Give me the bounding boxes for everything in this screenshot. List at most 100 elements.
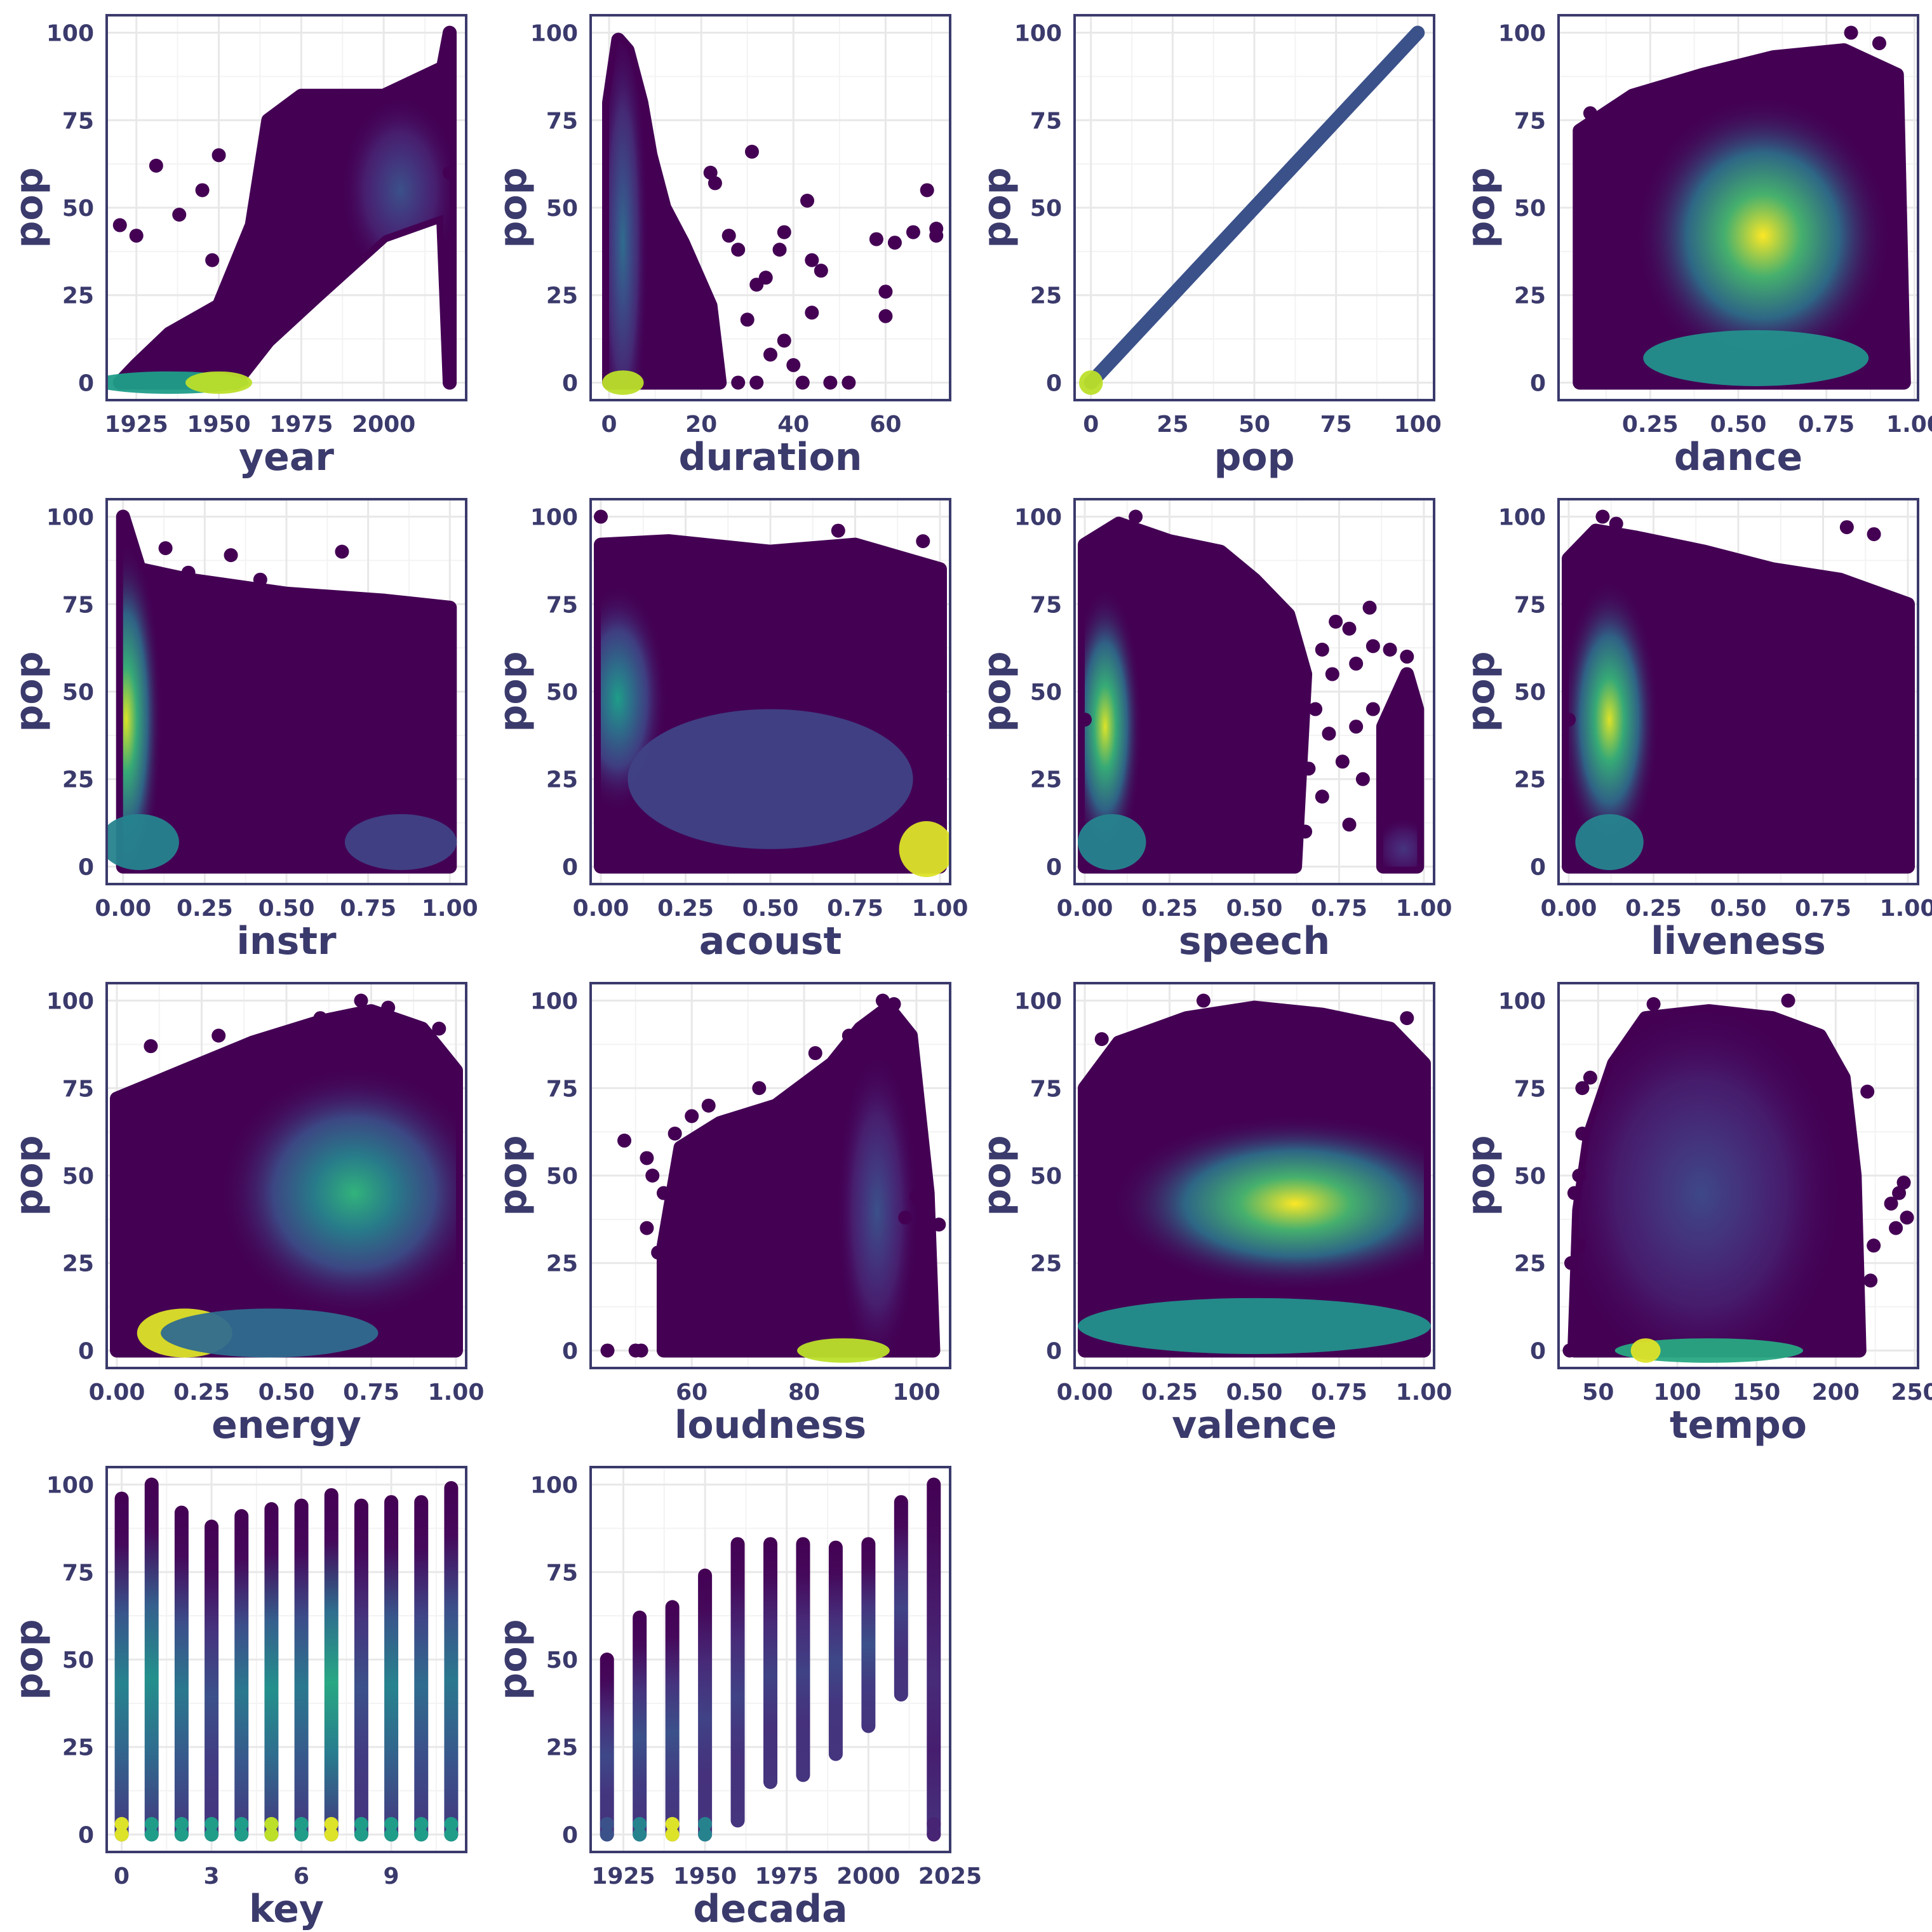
density-core xyxy=(609,39,648,383)
x-axis-title: tempo xyxy=(1670,1403,1807,1447)
x-tick-label: 20 xyxy=(685,412,717,438)
data-point xyxy=(144,1039,158,1054)
y-tick-label: 0 xyxy=(562,370,578,396)
data-point xyxy=(1315,642,1329,657)
y-tick-label: 25 xyxy=(62,283,94,309)
identity-points xyxy=(1083,25,1425,390)
data-point xyxy=(1575,1126,1590,1141)
data-point xyxy=(906,225,920,239)
data-point xyxy=(831,523,845,538)
panel-acoust: 0 25 50 75 100 0.00 0.25 0.50 0.75 1.00 acoust pop xyxy=(491,498,969,963)
category-column xyxy=(414,1495,429,1842)
data-point xyxy=(1383,642,1397,657)
data-point xyxy=(1400,1011,1414,1026)
x-tick-label: 0.50 xyxy=(258,1379,315,1405)
density-hotspot xyxy=(1079,370,1103,395)
data-point xyxy=(1390,755,1404,769)
data-point xyxy=(1583,106,1597,121)
y-tick-label: 75 xyxy=(1030,592,1062,618)
data-point xyxy=(1342,621,1357,636)
density-hotspot xyxy=(1078,1298,1431,1354)
y-tick-label: 25 xyxy=(1514,283,1546,309)
x-tick-label: 0 xyxy=(601,412,617,438)
data-point xyxy=(842,375,856,390)
x-tick-label: 1975 xyxy=(269,412,333,438)
x-tick-label: 0.75 xyxy=(1795,896,1851,922)
x-axis-title: liveness xyxy=(1651,919,1826,963)
data-point xyxy=(1575,1081,1590,1096)
data-point xyxy=(749,375,764,390)
density-hotspot xyxy=(1575,814,1644,870)
data-point xyxy=(1264,649,1278,664)
category-column xyxy=(763,1537,777,1789)
data-point xyxy=(1889,1221,1903,1235)
y-tick-label: 75 xyxy=(62,1076,94,1102)
density-core xyxy=(1111,1115,1424,1292)
panel-energy: 0 25 50 75 100 0.00 0.25 0.50 0.75 1.00 energy pop xyxy=(7,982,484,1447)
x-tick-label: 1925 xyxy=(105,412,168,438)
data-point xyxy=(708,176,722,191)
x-tick-label: 60 xyxy=(676,1379,708,1405)
x-tick-label: 0.75 xyxy=(827,896,883,922)
x-tick-label: 1.00 xyxy=(422,896,478,922)
data-point xyxy=(731,243,746,257)
y-tick-label: 25 xyxy=(546,767,578,793)
density-core xyxy=(1085,587,1142,866)
x-tick-label: 1.00 xyxy=(912,896,969,922)
y-tick-label: 0 xyxy=(78,370,94,396)
x-tick-label: 0.75 xyxy=(343,1379,399,1405)
y-axis-title: pop xyxy=(1459,1135,1503,1216)
x-tick-label: 3 xyxy=(204,1863,220,1889)
category-zero-point xyxy=(264,1816,279,1831)
data-point xyxy=(898,1211,913,1225)
data-point xyxy=(211,148,226,163)
y-tick-label: 75 xyxy=(546,108,578,134)
y-tick-label: 75 xyxy=(1030,108,1062,134)
data-point xyxy=(112,218,127,232)
data-point xyxy=(1329,614,1343,629)
x-tick-label: 9 xyxy=(384,1863,399,1889)
data-point xyxy=(758,271,773,285)
data-point xyxy=(1562,1343,1577,1358)
data-point xyxy=(1781,993,1795,1008)
data-point xyxy=(443,305,457,320)
x-tick-label: 0.00 xyxy=(95,896,151,922)
data-point xyxy=(823,375,838,390)
panel-liveness: 0 25 50 75 100 0.00 0.25 0.50 0.75 1.00 liveness po… xyxy=(1459,498,1932,963)
data-point xyxy=(1896,1176,1911,1190)
y-tick-label: 100 xyxy=(46,505,94,531)
data-point xyxy=(887,236,902,250)
data-point xyxy=(703,165,718,180)
y-tick-label: 50 xyxy=(1030,1164,1062,1190)
category-zero-point xyxy=(384,1827,399,1842)
data-point xyxy=(640,1151,654,1165)
x-tick-label: 1975 xyxy=(755,1863,819,1889)
category-zero-point xyxy=(414,1816,429,1831)
y-tick-label: 0 xyxy=(1530,854,1546,880)
plot-frame xyxy=(105,1466,467,1853)
data-point xyxy=(752,1081,767,1096)
plot-frame xyxy=(589,498,951,885)
category-zero-point xyxy=(444,1816,459,1831)
data-point xyxy=(777,225,791,239)
data-point xyxy=(129,229,144,243)
y-tick-label: 0 xyxy=(1530,370,1546,396)
data-point xyxy=(920,183,934,198)
density-hotspot xyxy=(1630,1338,1661,1363)
data-point xyxy=(1562,713,1576,727)
data-point xyxy=(763,347,777,362)
data-point xyxy=(1900,1211,1914,1225)
density-hotspot xyxy=(107,814,179,870)
data-point xyxy=(253,572,267,587)
y-tick-label: 100 xyxy=(530,1473,578,1499)
x-tick-label: 0.50 xyxy=(1710,896,1767,922)
plot-frame xyxy=(105,982,467,1369)
category-column xyxy=(144,1477,159,1842)
data-point xyxy=(786,358,801,372)
data-point xyxy=(1572,1169,1587,1183)
category-zero-point xyxy=(665,1816,680,1831)
x-tick-label: 0.75 xyxy=(1311,896,1367,922)
y-tick-label: 50 xyxy=(1514,680,1546,706)
data-point xyxy=(1308,702,1323,716)
